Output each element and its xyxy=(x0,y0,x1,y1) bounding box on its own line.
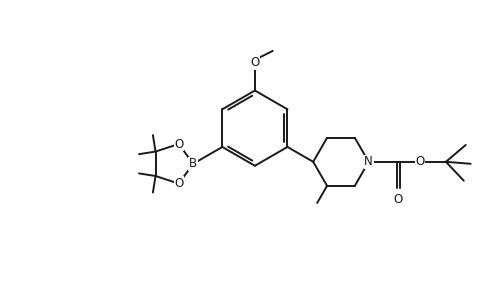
Text: O: O xyxy=(174,177,183,190)
Text: B: B xyxy=(189,157,197,170)
Text: O: O xyxy=(394,192,403,205)
Text: O: O xyxy=(415,155,425,168)
Text: O: O xyxy=(174,138,183,150)
Text: O: O xyxy=(250,56,260,69)
Text: N: N xyxy=(364,155,373,168)
